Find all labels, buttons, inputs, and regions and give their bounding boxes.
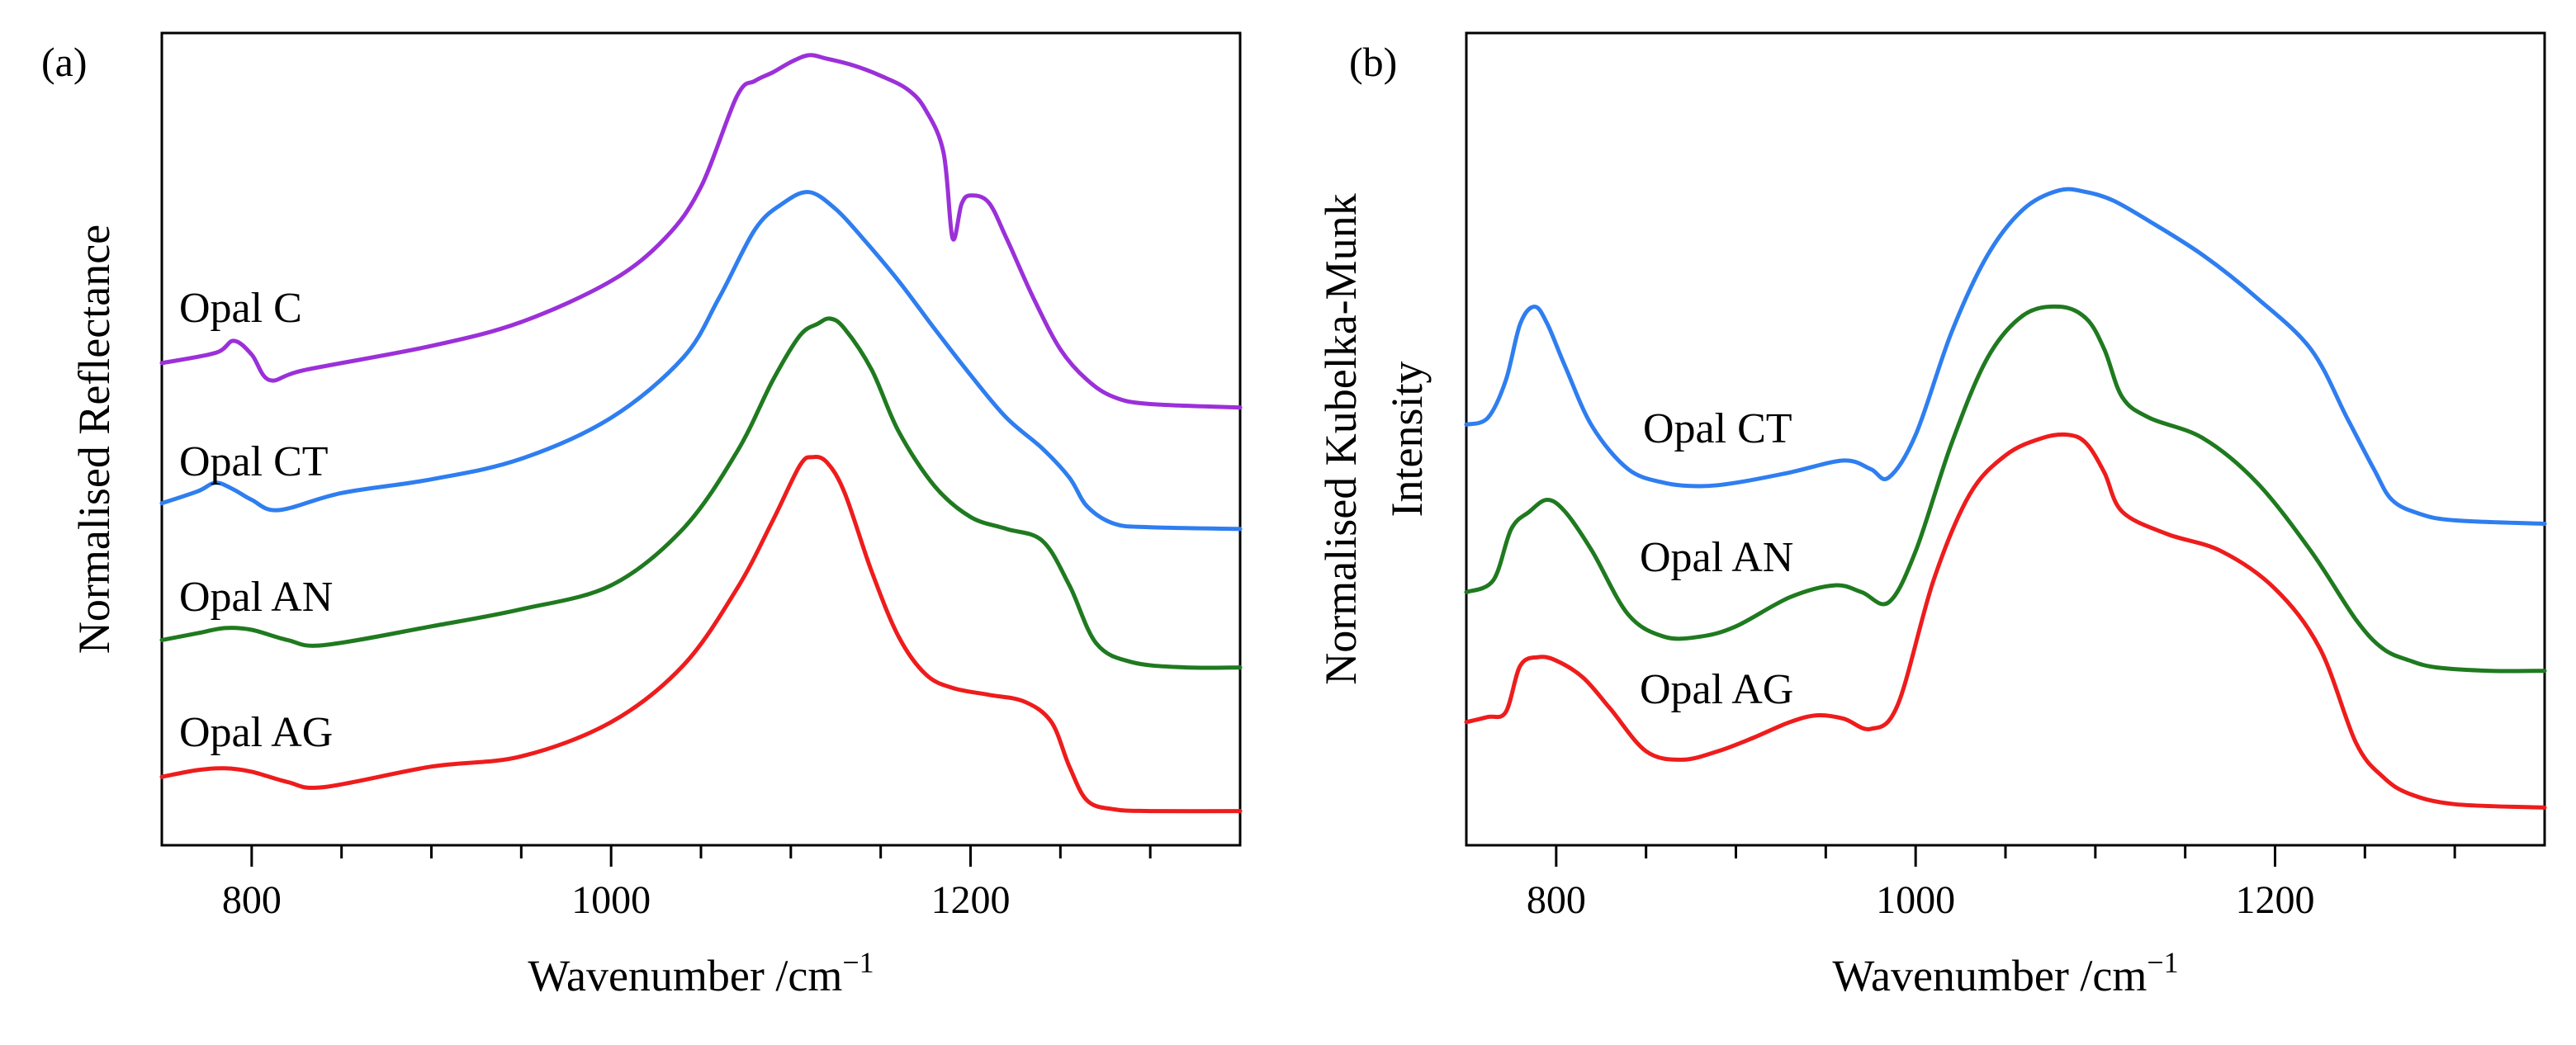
y-axis-label-b-line1: Normalised Kubelka-Munk [1316, 193, 1366, 684]
series-b [1464, 187, 2547, 810]
x-axis-label-b: Wavenumber /cm−1 [1832, 946, 2178, 1000]
x-axis-label-a-main: Wavenumber /cm [528, 951, 842, 1000]
x-ticks-a: 800 1000 1200 [222, 845, 1152, 922]
curve-label-opal-c: Opal C [179, 285, 302, 332]
x-axis-label-b-main: Wavenumber /cm [1832, 951, 2147, 1000]
x-ticks-b: 800 1000 1200 [1527, 845, 2456, 922]
panel-a-label: (a) [41, 39, 88, 85]
tick-label-a-1200: 1200 [931, 878, 1011, 922]
curve-label-opal-ct-b: Opal CT [1643, 405, 1792, 452]
curve-label-opal-ct-a: Opal CT [179, 438, 329, 485]
x-axis-label-a: Wavenumber /cm−1 [528, 946, 874, 1000]
series-line-opal-ct-a [159, 190, 1243, 532]
tick-label-a-1000: 1000 [571, 878, 651, 922]
curve-label-opal-ag-b: Opal AG [1640, 666, 1793, 713]
curve-label-opal-ag-a: Opal AG [179, 709, 333, 756]
series-line-opal-ag-b [1464, 432, 2547, 810]
series-line-opal-an-b [1464, 304, 2547, 674]
panel-b-label: (b) [1349, 39, 1397, 85]
tick-label-b-800: 800 [1527, 878, 1586, 922]
tick-label-a-800: 800 [222, 878, 282, 922]
x-axis-label-a-sup: −1 [842, 946, 874, 979]
y-axis-label-a: Normalised Reflectance [69, 225, 119, 654]
x-axis-label-b-sup: −1 [2147, 946, 2178, 979]
series-line-opal-ct-b [1464, 187, 2547, 526]
panel-b: (b) Normalised Kubelka-Munk Intensity 80… [1316, 31, 2547, 1000]
plot-frame-b [1465, 31, 2546, 847]
series-a [159, 53, 1243, 814]
series-line-opal-ag-a [159, 454, 1243, 814]
series-line-opal-c-a [159, 53, 1243, 410]
panel-a: (a) Normalised Reflectance 800 1000 1200 O… [41, 31, 1243, 1000]
curve-label-opal-an-b: Opal AN [1640, 534, 1793, 581]
y-axis-label-b-line2: Intensity [1382, 362, 1432, 518]
curve-label-opal-an-a: Opal AN [179, 574, 333, 621]
series-line-opal-an-a [159, 316, 1243, 670]
tick-label-b-1000: 1000 [1876, 878, 1955, 922]
tick-label-b-1200: 1200 [2236, 878, 2315, 922]
